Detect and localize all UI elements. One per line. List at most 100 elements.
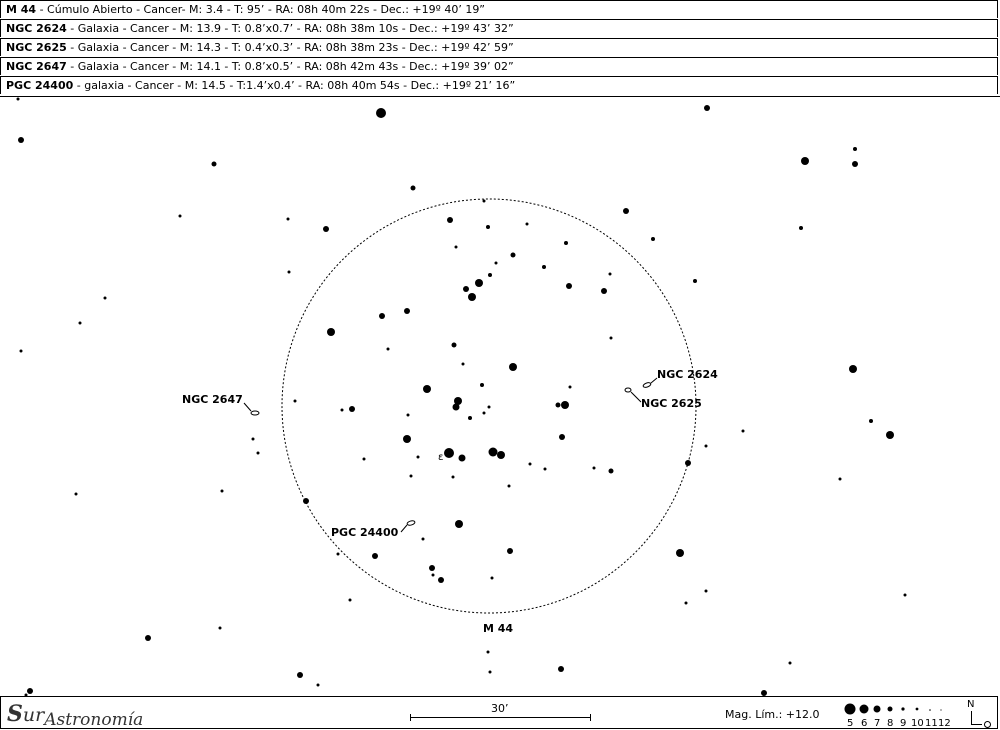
mag-8-dot	[887, 706, 893, 712]
star	[78, 321, 82, 325]
star	[468, 293, 476, 301]
star	[74, 492, 78, 496]
star	[461, 362, 465, 366]
star	[316, 683, 320, 687]
label-m44: M 44	[483, 622, 514, 635]
star	[608, 272, 612, 276]
star	[488, 447, 498, 457]
star	[849, 365, 857, 373]
star	[608, 468, 614, 474]
star	[16, 97, 20, 101]
star	[406, 413, 410, 417]
star	[403, 435, 411, 443]
star	[340, 408, 344, 412]
mag-11-dot	[929, 709, 931, 711]
label-ngc2624: NGC 2624	[657, 368, 718, 381]
object-id: NGC 2647	[6, 60, 67, 73]
star	[684, 601, 688, 605]
label-ngc2625: NGC 2625	[641, 397, 702, 410]
star-field	[16, 97, 907, 697]
scale-bar	[410, 714, 591, 721]
star	[327, 328, 335, 336]
star	[451, 475, 455, 479]
mag-10-dot	[915, 707, 919, 711]
star	[482, 199, 486, 203]
object-info-row: NGC 2624 - Galaxia - Cancer - M: 13.9 - …	[0, 19, 998, 37]
star	[416, 455, 420, 459]
star	[542, 265, 546, 269]
star	[651, 237, 655, 241]
star	[103, 296, 107, 300]
star	[447, 217, 453, 223]
chart-footer: SurAstronomía 30’ Mag. Lím.: +12.0 5 6 7…	[0, 696, 998, 730]
star	[566, 283, 572, 289]
north-indicator	[971, 711, 972, 725]
mag-label: 5	[847, 718, 854, 729]
star	[376, 108, 386, 118]
star	[256, 451, 260, 455]
object-info-row: NGC 2647 - Galaxia - Cancer - M: 14.1 - …	[0, 57, 998, 75]
star	[507, 484, 511, 488]
mag-7-dot	[873, 705, 881, 713]
star	[438, 577, 444, 583]
star	[431, 573, 435, 577]
star	[801, 157, 809, 165]
mag-12-dot	[940, 709, 942, 711]
star	[761, 690, 767, 696]
object-info-row: PGC 24400 - galaxia - Cancer - M: 14.5 -…	[0, 76, 998, 94]
star	[704, 105, 710, 111]
star	[348, 598, 352, 602]
magnitude-limit: Mag. Lím.: +12.0	[725, 708, 820, 721]
star	[903, 593, 907, 597]
object-id: NGC 2624	[6, 22, 67, 35]
object-id: NGC 2625	[6, 41, 67, 54]
star	[488, 670, 492, 674]
star	[19, 349, 23, 353]
star	[220, 489, 224, 493]
star	[404, 308, 410, 314]
star	[482, 411, 486, 415]
star	[507, 548, 513, 554]
star	[475, 279, 483, 287]
star	[27, 688, 33, 694]
star	[510, 252, 516, 258]
star	[799, 226, 803, 230]
star	[592, 466, 596, 470]
star	[490, 576, 494, 580]
galaxy-pgc24400-marker	[400, 520, 416, 533]
star	[454, 397, 462, 405]
star	[323, 226, 329, 232]
star	[452, 403, 460, 411]
object-info-row: M 44 - Cúmulo Abierto - Cancer- M: 3.4 -…	[0, 0, 998, 18]
object-info-row: NGC 2625 - Galaxia - Cancer - M: 14.3 - …	[0, 38, 998, 56]
star	[788, 661, 792, 665]
surastronomia-logo: SurAstronomía	[7, 701, 143, 730]
star	[429, 565, 435, 571]
star	[525, 222, 529, 226]
object-id: PGC 24400	[6, 79, 74, 92]
object-desc: - Galaxia - Cancer - M: 13.9 - T: 0.8’x0…	[66, 22, 514, 35]
star	[303, 498, 309, 504]
star	[251, 437, 255, 441]
star	[852, 161, 858, 167]
star	[676, 549, 684, 557]
mag-6-dot	[859, 704, 869, 714]
star	[543, 467, 547, 471]
star	[487, 405, 491, 409]
star	[468, 416, 472, 420]
star	[685, 460, 691, 466]
logo-ur: ur	[22, 704, 45, 726]
star	[458, 454, 466, 462]
object-desc: - galaxia - Cancer - M: 14.5 - T:1.4’x0.…	[73, 79, 516, 92]
star	[486, 225, 490, 229]
star	[509, 363, 517, 371]
logo-s: S	[7, 701, 23, 727]
star	[494, 261, 498, 265]
star	[24, 693, 28, 697]
magnitude-legend-dots	[844, 703, 942, 715]
star	[455, 520, 463, 528]
star	[568, 385, 572, 389]
label-epsilon: ε	[438, 452, 444, 463]
star	[704, 589, 708, 593]
east-indicator	[971, 724, 982, 725]
